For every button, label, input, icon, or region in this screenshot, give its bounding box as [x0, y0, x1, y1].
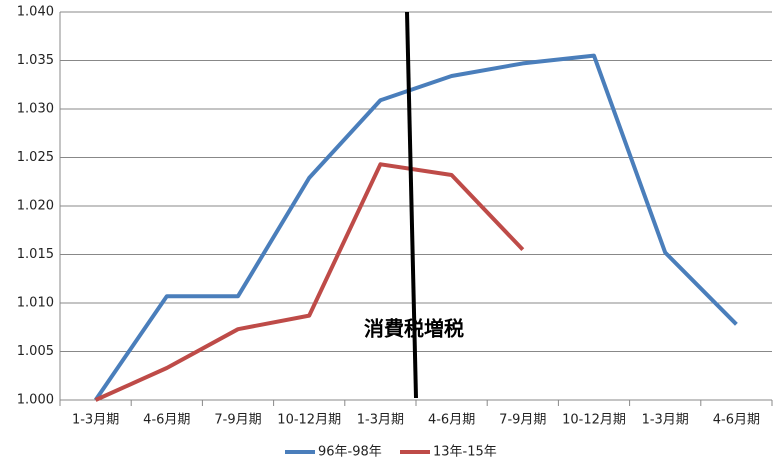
annotation: 消費税増税 — [364, 317, 464, 341]
x-tick-label: 1-3月期 — [72, 413, 119, 428]
x-tick-label: 1-3月期 — [357, 413, 404, 428]
x-tick-label: 4-6月期 — [428, 413, 475, 428]
series-line — [93, 53, 738, 402]
y-tick-label: 1.030 — [17, 102, 54, 117]
legend-label: 13年-15年 — [433, 445, 497, 460]
x-tick-label: 10-12月期 — [277, 413, 341, 428]
tax-hike-marker — [405, 11, 418, 399]
y-tick-label: 1.040 — [17, 5, 54, 20]
y-tick-label: 1.015 — [17, 247, 54, 262]
y-tick-label: 1.035 — [17, 53, 54, 68]
legend-label: 96年-98年 — [318, 445, 382, 460]
x-tick-label: 10-12月期 — [562, 413, 626, 428]
y-tick-label: 1.025 — [17, 150, 54, 165]
x-tick-label: 4-6月期 — [143, 413, 190, 428]
x-tick-label: 7-9月期 — [214, 413, 261, 428]
y-tick-label: 1.005 — [17, 344, 54, 359]
y-tick-label: 1.020 — [17, 199, 54, 214]
x-tick-label: 1-3月期 — [642, 413, 689, 428]
y-tick-label: 1.010 — [17, 296, 54, 311]
y-tick-label: 1.000 — [17, 393, 54, 408]
x-tick-label: 4-6月期 — [713, 413, 760, 428]
x-tick-label: 7-9月期 — [499, 413, 546, 428]
series-line — [94, 162, 525, 402]
